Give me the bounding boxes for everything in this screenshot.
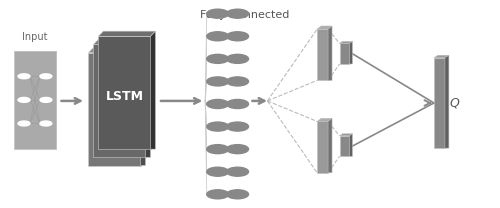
- Circle shape: [206, 9, 229, 18]
- FancyBboxPatch shape: [98, 36, 150, 149]
- Circle shape: [226, 77, 248, 86]
- Circle shape: [226, 145, 248, 154]
- Circle shape: [40, 97, 52, 102]
- Polygon shape: [94, 39, 150, 45]
- Circle shape: [226, 9, 248, 18]
- Circle shape: [206, 99, 229, 109]
- Text: Q: Q: [450, 97, 460, 109]
- Circle shape: [226, 190, 248, 199]
- FancyBboxPatch shape: [340, 136, 349, 156]
- Circle shape: [18, 121, 30, 126]
- FancyBboxPatch shape: [94, 45, 146, 157]
- Polygon shape: [340, 41, 352, 43]
- Text: Fully Connected: Fully Connected: [200, 10, 290, 20]
- Polygon shape: [328, 118, 332, 173]
- Polygon shape: [317, 118, 332, 121]
- FancyBboxPatch shape: [434, 58, 445, 148]
- Circle shape: [206, 77, 229, 86]
- Circle shape: [18, 74, 30, 79]
- FancyBboxPatch shape: [88, 53, 141, 166]
- Polygon shape: [445, 55, 449, 148]
- FancyBboxPatch shape: [317, 29, 328, 80]
- Polygon shape: [350, 41, 352, 64]
- Circle shape: [226, 54, 248, 63]
- Circle shape: [18, 97, 30, 102]
- Circle shape: [206, 190, 229, 199]
- Polygon shape: [140, 48, 145, 166]
- FancyBboxPatch shape: [317, 121, 328, 173]
- Circle shape: [206, 122, 229, 131]
- Polygon shape: [150, 31, 156, 149]
- Circle shape: [206, 32, 229, 41]
- Polygon shape: [434, 55, 449, 58]
- Polygon shape: [98, 31, 156, 36]
- Polygon shape: [146, 39, 150, 157]
- Text: Input: Input: [22, 32, 48, 42]
- Circle shape: [206, 145, 229, 154]
- Circle shape: [226, 32, 248, 41]
- Circle shape: [206, 167, 229, 176]
- Polygon shape: [317, 26, 332, 29]
- Polygon shape: [88, 48, 146, 53]
- Circle shape: [206, 54, 229, 63]
- FancyBboxPatch shape: [340, 43, 349, 64]
- Text: LSTM: LSTM: [106, 90, 144, 103]
- Circle shape: [40, 74, 52, 79]
- Circle shape: [226, 99, 248, 109]
- Circle shape: [40, 121, 52, 126]
- Circle shape: [226, 167, 248, 176]
- Polygon shape: [350, 134, 352, 156]
- FancyBboxPatch shape: [14, 51, 56, 149]
- Polygon shape: [340, 134, 352, 136]
- Circle shape: [226, 122, 248, 131]
- Polygon shape: [328, 26, 332, 80]
